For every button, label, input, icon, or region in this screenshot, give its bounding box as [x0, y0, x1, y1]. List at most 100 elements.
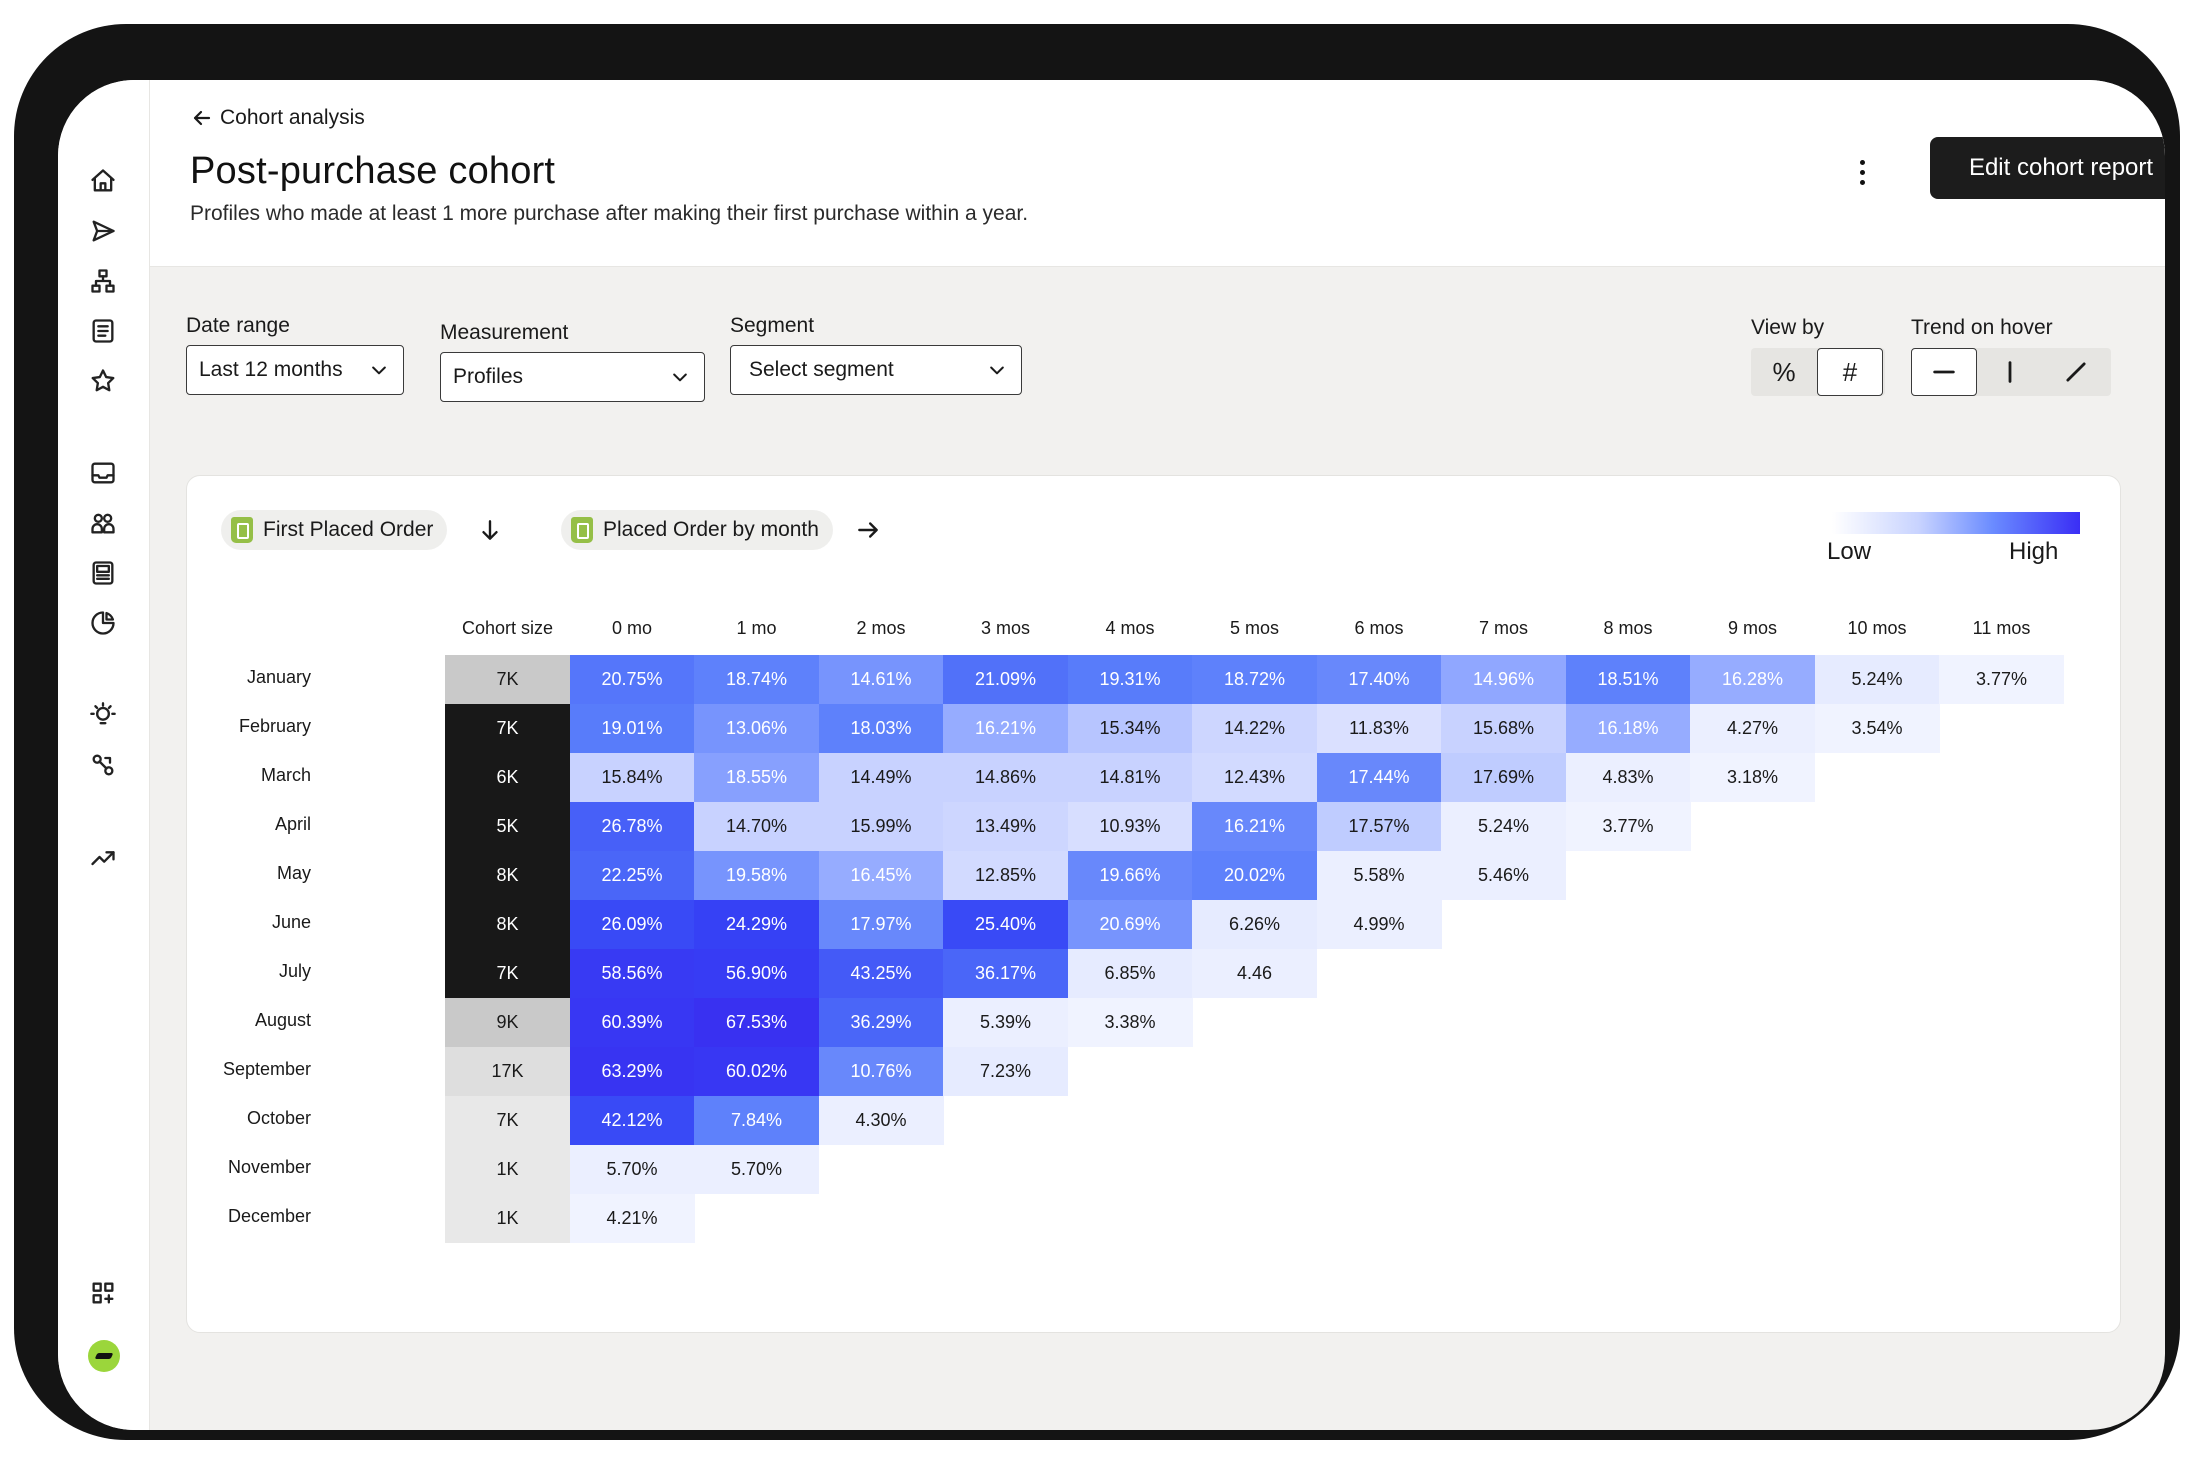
heatmap-cell[interactable]: 63.29%	[569, 1047, 695, 1096]
more-options-icon[interactable]	[1850, 152, 1874, 192]
cohort-size-cell[interactable]: 8K	[445, 900, 570, 949]
heatmap-cell[interactable]: 19.66%	[1067, 851, 1193, 900]
heatmap-cell[interactable]: 19.58%	[694, 851, 819, 900]
heatmap-cell[interactable]: 7.23%	[943, 1047, 1068, 1096]
cohort-size-cell[interactable]: 7K	[445, 704, 570, 753]
heatmap-cell[interactable]: 16.18%	[1565, 704, 1691, 753]
heatmap-cell[interactable]: 18.74%	[694, 655, 819, 704]
heatmap-cell[interactable]: 25.40%	[943, 900, 1068, 949]
cohort-size-cell[interactable]: 7K	[445, 1096, 570, 1145]
heatmap-cell[interactable]: 13.06%	[694, 704, 819, 753]
heatmap-cell[interactable]: 3.54%	[1814, 704, 1940, 753]
heatmap-cell[interactable]: 60.39%	[569, 998, 695, 1047]
cohort-size-cell[interactable]: 1K	[445, 1145, 570, 1194]
heatmap-cell[interactable]: 5.46%	[1441, 851, 1566, 900]
heatmap-cell[interactable]: 16.21%	[943, 704, 1068, 753]
arrow-down-icon[interactable]	[477, 517, 503, 543]
view-by-percent[interactable]: %	[1772, 356, 1796, 387]
heatmap-cell[interactable]: 15.68%	[1441, 704, 1566, 753]
heatmap-cell[interactable]: 17.57%	[1316, 802, 1442, 851]
heatmap-cell[interactable]: 18.55%	[694, 753, 819, 802]
cohort-size-cell[interactable]: 17K	[445, 1047, 570, 1096]
idea-icon[interactable]	[88, 700, 118, 730]
heatmap-cell[interactable]: 36.29%	[818, 998, 944, 1047]
heatmap-cell[interactable]: 3.77%	[1565, 802, 1691, 851]
heatmap-cell[interactable]: 4.83%	[1565, 753, 1691, 802]
heatmap-cell[interactable]: 3.38%	[1067, 998, 1193, 1047]
heatmap-cell[interactable]: 4.99%	[1316, 900, 1442, 949]
cohort-size-cell[interactable]: 7K	[445, 949, 570, 998]
heatmap-cell[interactable]: 14.81%	[1067, 753, 1193, 802]
back-link[interactable]: Cohort analysis	[190, 106, 365, 130]
star-icon[interactable]	[88, 366, 118, 396]
heatmap-cell[interactable]: 5.24%	[1441, 802, 1566, 851]
date-range-select[interactable]: Last 12 months	[186, 345, 404, 395]
heatmap-cell[interactable]: 18.51%	[1565, 655, 1691, 704]
heatmap-cell[interactable]: 5.70%	[569, 1145, 695, 1194]
list-icon[interactable]	[88, 316, 118, 346]
analytics-icon[interactable]	[88, 608, 118, 638]
trend-icon[interactable]	[88, 842, 118, 872]
inbox-icon[interactable]	[88, 458, 118, 488]
heatmap-cell[interactable]: 60.02%	[694, 1047, 819, 1096]
cohort-size-cell[interactable]: 1K	[445, 1194, 570, 1243]
arrow-right-icon[interactable]	[855, 517, 881, 543]
cohort-size-cell[interactable]: 5K	[445, 802, 570, 851]
heatmap-cell[interactable]: 5.24%	[1814, 655, 1940, 704]
content-icon[interactable]	[88, 558, 118, 588]
audience-icon[interactable]	[88, 508, 118, 538]
measurement-select[interactable]: Profiles	[440, 352, 705, 402]
heatmap-cell[interactable]: 14.49%	[818, 753, 944, 802]
heatmap-cell[interactable]: 17.97%	[818, 900, 944, 949]
heatmap-cell[interactable]: 6.85%	[1067, 949, 1193, 998]
heatmap-cell[interactable]: 17.40%	[1316, 655, 1442, 704]
heatmap-cell[interactable]: 20.69%	[1067, 900, 1193, 949]
segment-select[interactable]: Select segment	[730, 345, 1022, 395]
heatmap-cell[interactable]: 14.96%	[1441, 655, 1566, 704]
heatmap-cell[interactable]: 14.70%	[694, 802, 819, 851]
heatmap-cell[interactable]: 4.27%	[1690, 704, 1815, 753]
heatmap-cell[interactable]: 26.09%	[569, 900, 695, 949]
heatmap-cell[interactable]: 19.01%	[569, 704, 695, 753]
heatmap-cell[interactable]: 4.30%	[818, 1096, 944, 1145]
heatmap-cell[interactable]: 10.76%	[818, 1047, 944, 1096]
heatmap-cell[interactable]: 36.17%	[943, 949, 1068, 998]
heatmap-cell[interactable]: 15.34%	[1067, 704, 1193, 753]
heatmap-cell[interactable]: 42.12%	[569, 1096, 695, 1145]
heatmap-cell[interactable]: 12.43%	[1192, 753, 1317, 802]
home-icon[interactable]	[88, 166, 118, 196]
trend-diagonal-icon[interactable]	[2043, 348, 2109, 396]
heatmap-cell[interactable]: 15.99%	[818, 802, 944, 851]
heatmap-cell[interactable]: 6.26%	[1192, 900, 1317, 949]
heatmap-cell[interactable]: 67.53%	[694, 998, 819, 1047]
col-metric-pill[interactable]: Placed Order by month	[561, 510, 833, 550]
heatmap-cell[interactable]: 14.22%	[1192, 704, 1317, 753]
heatmap-cell[interactable]: 22.25%	[569, 851, 695, 900]
heatmap-cell[interactable]: 3.18%	[1690, 753, 1815, 802]
trend-flat-icon[interactable]	[1911, 348, 1977, 396]
cohort-size-cell[interactable]: 9K	[445, 998, 570, 1047]
heatmap-cell[interactable]: 15.84%	[569, 753, 695, 802]
heatmap-cell[interactable]: 5.58%	[1316, 851, 1442, 900]
edit-cohort-report-button[interactable]: Edit cohort report	[1930, 137, 2165, 199]
account-avatar[interactable]	[88, 1340, 120, 1372]
heatmap-cell[interactable]: 21.09%	[943, 655, 1068, 704]
send-icon[interactable]	[88, 216, 118, 246]
apps-icon[interactable]	[88, 1278, 118, 1308]
cohort-size-cell[interactable]: 6K	[445, 753, 570, 802]
heatmap-cell[interactable]: 12.85%	[943, 851, 1068, 900]
heatmap-cell[interactable]: 4.21%	[569, 1194, 695, 1243]
heatmap-cell[interactable]: 43.25%	[818, 949, 944, 998]
heatmap-cell[interactable]: 7.84%	[694, 1096, 819, 1145]
heatmap-cell[interactable]: 58.56%	[569, 949, 695, 998]
heatmap-cell[interactable]: 20.75%	[569, 655, 695, 704]
row-metric-pill[interactable]: First Placed Order	[221, 510, 448, 550]
heatmap-cell[interactable]: 5.39%	[943, 998, 1068, 1047]
heatmap-cell[interactable]: 24.29%	[694, 900, 819, 949]
view-by-count[interactable]: #	[1817, 348, 1883, 396]
cohort-size-cell[interactable]: 8K	[445, 851, 570, 900]
heatmap-cell[interactable]: 26.78%	[569, 802, 695, 851]
heatmap-cell[interactable]: 10.93%	[1067, 802, 1193, 851]
integrations-icon[interactable]	[88, 750, 118, 780]
heatmap-cell[interactable]: 19.31%	[1067, 655, 1193, 704]
